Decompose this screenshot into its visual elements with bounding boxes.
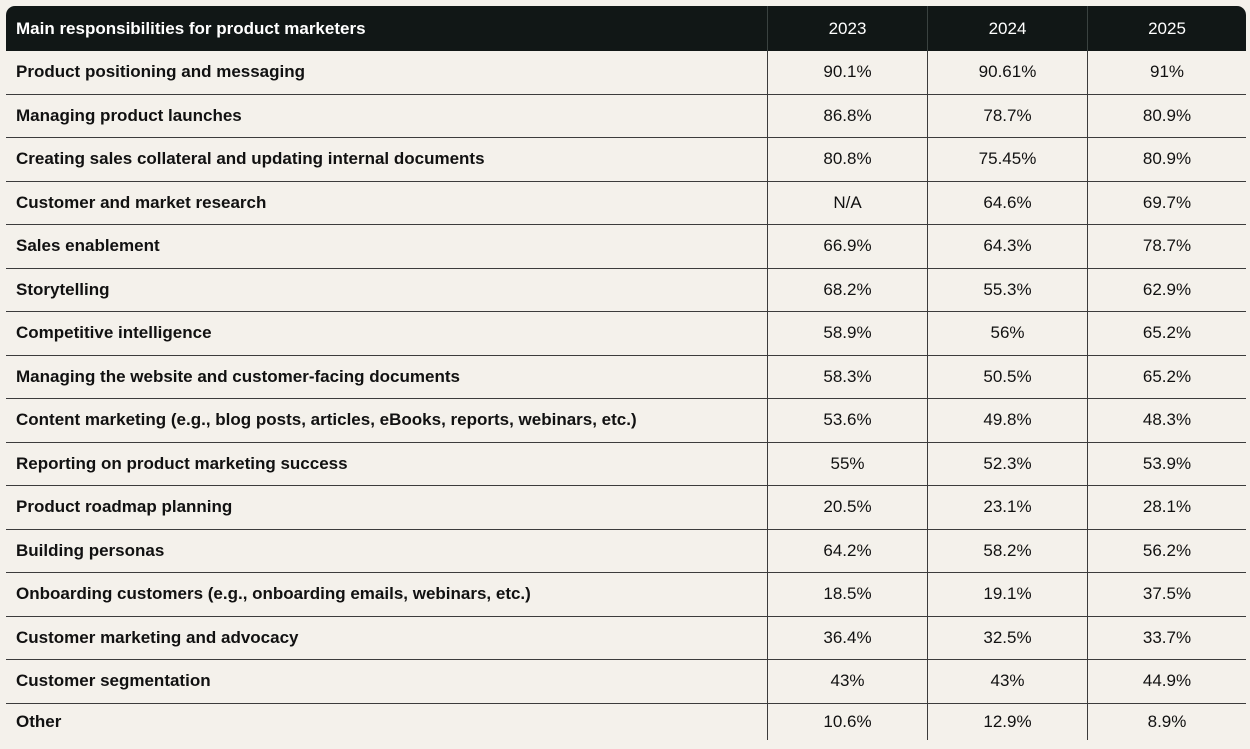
table-row: Competitive intelligence 58.9% 56% 65.2%: [6, 312, 1246, 356]
table-header: Main responsibilities for product market…: [6, 6, 1246, 51]
value-cell-2023: 68.2%: [767, 268, 927, 312]
value-cell-2025: 62.9%: [1087, 268, 1246, 312]
value-cell-2024: 56%: [927, 312, 1087, 356]
table-body: Product positioning and messaging 90.1% 90…: [6, 51, 1246, 740]
row-label: Storytelling: [6, 269, 767, 312]
value-cell-2023: 53.6%: [767, 399, 927, 443]
value-cell-2024: 52.3%: [927, 442, 1087, 486]
value-cell-2023: 10.6%: [767, 703, 927, 740]
table-row: Managing the website and customer-facing…: [6, 355, 1246, 399]
row-label: Other: [16, 711, 62, 731]
value-cell-2024: 55.3%: [927, 268, 1087, 312]
value-cell-2025: 48.3%: [1087, 399, 1246, 443]
table-row: Customer segmentation 43% 43% 44.9%: [6, 660, 1246, 704]
row-label: Product roadmap planning: [6, 486, 767, 530]
row-label: Reporting on product marketing success: [6, 443, 767, 486]
header-responsibility: Main responsibilities for product market…: [6, 6, 767, 51]
table-row: Storytelling 68.2% 55.3% 62.9%: [6, 268, 1246, 312]
responsibilities-table: Main responsibilities for product market…: [6, 6, 1246, 740]
value-cell-2024: 23.1%: [927, 486, 1087, 530]
value-cell-2023: 58.3%: [767, 355, 927, 399]
table-row: Product roadmap planning 20.5% 23.1% 28.1%: [6, 486, 1246, 530]
value-cell-2025: 80.9%: [1087, 94, 1246, 138]
value-cell-2023: 18.5%: [767, 573, 927, 617]
value-cell-2025: 33.7%: [1087, 616, 1246, 660]
table-row: Other 10.6% 12.9% 8.9%: [6, 703, 1246, 740]
value-cell-2025: 37.5%: [1087, 573, 1246, 617]
value-cell-2023: 20.5%: [767, 486, 927, 530]
row-label: Building personas: [6, 530, 767, 573]
row-label: Customer and market research: [6, 182, 767, 225]
header-row: Main responsibilities for product market…: [6, 6, 1246, 51]
value-cell-2023: 66.9%: [767, 225, 927, 269]
value-cell-2024: 43%: [927, 660, 1087, 704]
row-label: Product positioning and messaging: [6, 51, 767, 95]
header-year-2023: 2023: [767, 6, 927, 51]
row-label: Competitive intelligence: [6, 312, 767, 356]
table-row: Reporting on product marketing success 55…: [6, 442, 1246, 486]
row-label: Creating sales collateral and updating i…: [6, 138, 767, 182]
value-cell-2023: 58.9%: [767, 312, 927, 356]
table-row: Managing product launches 86.8% 78.7% 80.9%: [6, 94, 1246, 138]
row-label: Onboarding customers (e.g., onboarding e…: [6, 573, 767, 617]
header-year-2025: 2025: [1087, 6, 1246, 51]
value-cell-2024: 64.3%: [927, 225, 1087, 269]
row-label: Content marketing (e.g., blog posts, art…: [6, 399, 767, 443]
table-row: Content marketing (e.g., blog posts, art…: [6, 399, 1246, 443]
value-cell-2023: 90.1%: [767, 51, 927, 95]
value-cell-2025: 65.2%: [1087, 355, 1246, 399]
value-cell-2024: 12.9%: [927, 703, 1087, 740]
value-cell-2025: 44.9%: [1087, 660, 1246, 704]
value-cell-2023: 80.8%: [767, 138, 927, 182]
table-row: Product positioning and messaging 90.1% 90…: [6, 51, 1246, 95]
value-cell-2025: 69.7%: [1087, 181, 1246, 225]
value-cell-2024: 49.8%: [927, 399, 1087, 443]
value-cell-2024: 50.5%: [927, 355, 1087, 399]
row-label: Sales enablement: [6, 225, 767, 269]
value-cell-2024: 32.5%: [927, 616, 1087, 660]
value-cell-2025: 28.1%: [1087, 486, 1246, 530]
value-cell-2025: 8.9%: [1087, 703, 1246, 740]
value-cell-2025: 78.7%: [1087, 225, 1246, 269]
value-cell-2025: 65.2%: [1087, 312, 1246, 356]
value-cell-2023: 55%: [767, 442, 927, 486]
value-cell-2023: 64.2%: [767, 529, 927, 573]
value-cell-2025: 80.9%: [1087, 138, 1246, 182]
table-row: Customer marketing and advocacy 36.4% 32.5…: [6, 616, 1246, 660]
header-year-2024: 2024: [927, 6, 1087, 51]
table-row: Onboarding customers (e.g., onboarding e…: [6, 573, 1246, 617]
value-cell-2025: 91%: [1087, 51, 1246, 95]
row-label: Customer marketing and advocacy: [6, 617, 767, 660]
table-row: Sales enablement 66.9% 64.3% 78.7%: [6, 225, 1246, 269]
table-row: Creating sales collateral and updating i…: [6, 138, 1246, 182]
value-cell-2023: 43%: [767, 660, 927, 704]
value-cell-2025: 53.9%: [1087, 442, 1246, 486]
row-label: Customer segmentation: [6, 660, 767, 704]
table-row: Customer and market research N/A 64.6% 69.7…: [6, 181, 1246, 225]
value-cell-2023: N/A: [767, 181, 927, 225]
value-cell-2023: 86.8%: [767, 94, 927, 138]
value-cell-2024: 78.7%: [927, 94, 1087, 138]
value-cell-2024: 58.2%: [927, 529, 1087, 573]
value-cell-2023: 36.4%: [767, 616, 927, 660]
row-label: Managing product launches: [6, 95, 767, 138]
value-cell-2024: 19.1%: [927, 573, 1087, 617]
table-row: Building personas 64.2% 58.2% 56.2%: [6, 529, 1246, 573]
row-label: Managing the website and customer-facing…: [6, 356, 767, 399]
value-cell-2024: 64.6%: [927, 181, 1087, 225]
value-cell-2024: 75.45%: [927, 138, 1087, 182]
value-cell-2025: 56.2%: [1087, 529, 1246, 573]
value-cell-2024: 90.61%: [927, 51, 1087, 95]
